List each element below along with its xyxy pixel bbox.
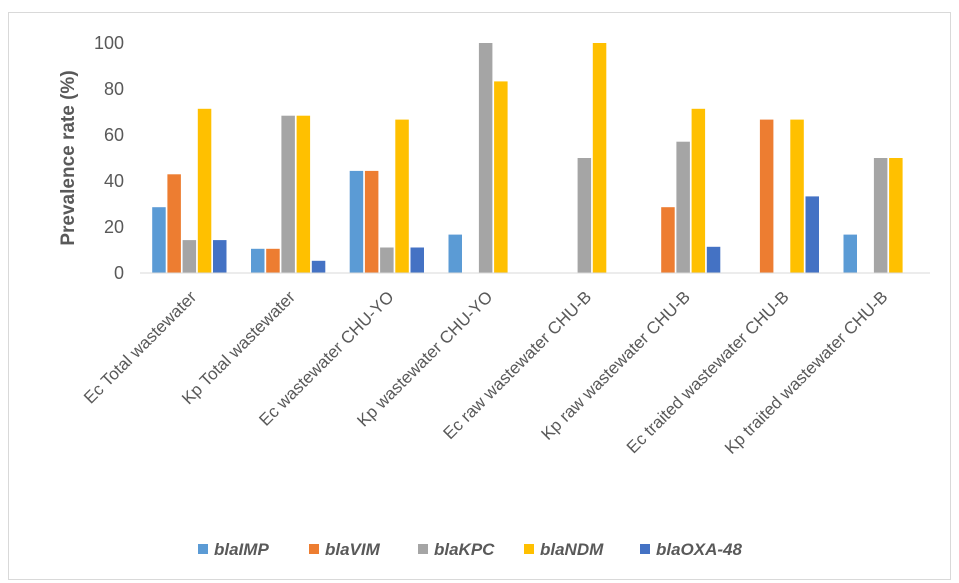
legend-label-blaKPC: blaKPC [434,540,495,559]
category-label: Ec traited wastewater CHU-B [623,287,793,457]
legend-label-blaVIM: blaVIM [325,540,381,559]
bar-blaNDM-4 [592,43,607,273]
legend-label-blaIMP: blaIMP [214,540,269,559]
legend-swatch-blaKPC [418,544,428,554]
bar-blaKPC-7 [873,158,888,273]
bar-blaVIM-0 [167,174,181,273]
bar-blaKPC-0 [182,240,197,273]
bar-blaVIM-6 [759,119,774,273]
bar-blaNDM-6 [790,119,804,273]
y-tick-label: 0 [114,263,124,283]
y-tick-label: 60 [104,125,124,145]
bar-blaVIM-2 [364,170,379,273]
bar-blaOXA-48-5 [706,246,721,273]
bar-blaNDM-3 [494,81,508,274]
legend-swatch-blaVIM [309,544,319,554]
legend-swatch-blaNDM [524,544,534,554]
bar-blaKPC-3 [478,43,493,273]
bar-blaVIM-1 [266,248,280,273]
y-axis-ticks: 0 20 40 60 80 100 [94,33,124,283]
bar-blaKPC-1 [281,115,295,273]
bars [152,43,903,274]
bar-blaKPC-4 [577,158,592,273]
bar-blaKPC-2 [380,247,394,273]
legend-swatch-blaIMP [198,544,208,554]
bar-blaIMP-1 [251,248,265,273]
legend-label-blaNDM: blaNDM [540,540,604,559]
bar-blaVIM-5 [661,207,675,273]
bar-blaIMP-2 [349,170,364,273]
bar-blaIMP-3 [448,234,462,273]
bar-blaOXA-48-1 [311,260,326,273]
bar-blaNDM-0 [197,108,212,273]
y-axis-label: Prevalence rate (%) [58,70,79,245]
bar-blaKPC-5 [676,141,690,273]
bar-blaOXA-48-6 [805,196,819,273]
y-tick-label: 80 [104,79,124,99]
bar-blaNDM-5 [691,108,706,273]
y-tick-label: 40 [104,171,124,191]
legend-label-blaOXA-48: blaOXA-48 [656,540,743,559]
category-label: Kp traited wastewater CHU-B [721,287,891,457]
bar-blaNDM-7 [889,158,903,273]
y-tick-label: 100 [94,33,124,53]
legend-swatch-blaOXA-48 [640,544,650,554]
bar-blaNDM-2 [395,119,409,273]
bar-blaIMP-0 [152,207,166,273]
bar-blaIMP-7 [843,234,857,273]
bar-blaOXA-48-2 [410,247,424,273]
bar-blaNDM-1 [296,115,311,273]
bar-blaOXA-48-0 [213,240,227,273]
legend: blaIMP blaVIM blaKPC blaNDM blaOXA-48 [198,540,743,559]
y-tick-label: 20 [104,217,124,237]
